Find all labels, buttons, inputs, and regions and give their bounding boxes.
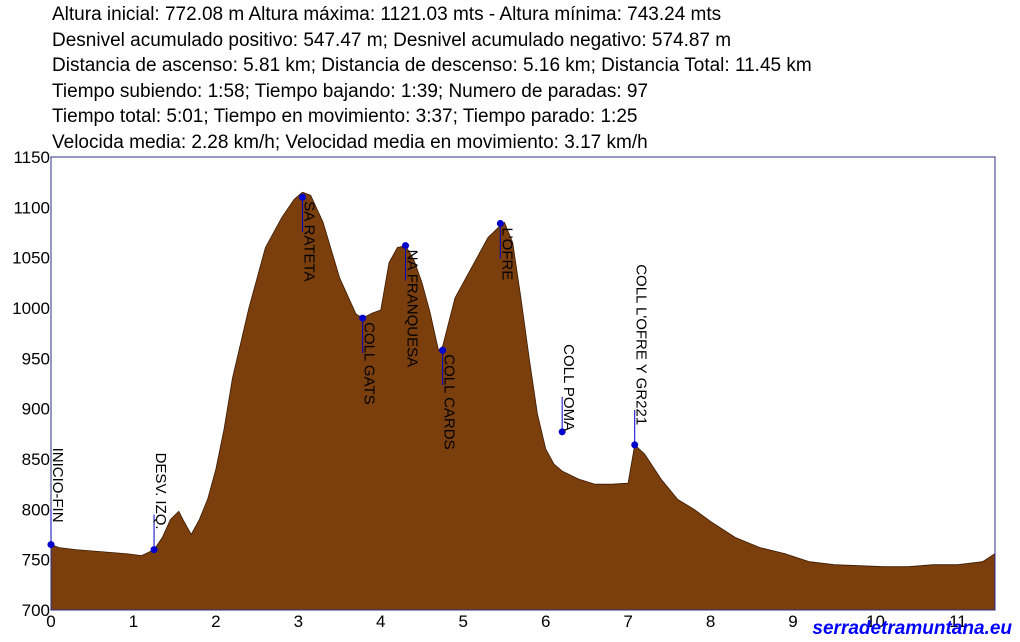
waypoint-label: COLL GATS [361, 322, 378, 405]
x-tick-label: 10 [866, 612, 885, 631]
x-tick-label: 5 [458, 612, 467, 631]
y-tick-label: 800 [22, 500, 50, 519]
y-tick-label: 1150 [13, 148, 50, 167]
waypoint-marker [47, 541, 55, 549]
waypoint-label: INICIO-FIN [49, 448, 66, 523]
y-tick-label: 1000 [12, 299, 50, 318]
y-axis: 700 750 800 850 900 950 1000 1050 1100 1150 [12, 148, 50, 620]
stat-line: Distancia de ascenso: 5.81 km; Distancia… [52, 55, 812, 77]
x-tick-label: 4 [376, 612, 385, 631]
waypoint-label: NA FRANQUESA [404, 250, 421, 368]
watermark-link[interactable]: serradetramuntana.eu [812, 618, 1012, 639]
stat-line: Tiempo total: 5:01; Tiempo en movimiento… [52, 106, 638, 128]
x-axis: 0 1 2 3 4 5 6 7 8 9 10 11 [46, 612, 966, 631]
waypoint-marker [359, 314, 367, 322]
waypoint-marker [558, 428, 566, 436]
waypoint-label: DESV. IZQ. [152, 453, 169, 530]
y-tick-label: 700 [22, 601, 50, 620]
x-tick-label: 6 [541, 612, 550, 631]
y-tick-label: 1050 [12, 249, 50, 268]
waypoint-marker [496, 219, 504, 227]
waypoint-marker [631, 441, 639, 449]
x-tick-label: 3 [294, 612, 303, 631]
x-tick-label: 0 [46, 612, 55, 631]
plot-frame [50, 156, 996, 611]
stats-block: Altura inicial: 772.08 m Altura máxima: … [52, 2, 812, 156]
stat-line: Tiempo subiendo: 1:58; Tiempo bajando: 1… [52, 80, 649, 102]
stat-line: Altura inicial: 772.08 m Altura máxima: … [52, 4, 722, 25]
x-tick-label: 11 [949, 612, 967, 631]
stat-line: Velocida media: 2.28 km/h; Velocidad med… [52, 131, 648, 153]
y-tick-label: 1100 [13, 198, 50, 217]
waypoints: INICIO-FIN DESV. IZQ. SA RATETA COLL GATS NA… [47, 193, 650, 554]
waypoint-label: COLL CARDS [441, 354, 458, 449]
waypoint-label: COLL L'OFRE Y GR221 [633, 264, 650, 425]
waypoint-label: COLL POMA [560, 344, 577, 431]
x-tick-label: 7 [623, 612, 632, 631]
stat-line: Desnivel acumulado positivo: 547.47 m; D… [52, 29, 732, 51]
waypoint-marker [402, 242, 410, 250]
x-tick-label: 2 [211, 612, 220, 631]
waypoint-marker [150, 546, 158, 554]
y-tick-label: 750 [22, 551, 50, 570]
elevation-area [50, 191, 996, 611]
waypoint-label: L'OFRE [498, 227, 515, 280]
y-tick-label: 950 [22, 349, 50, 368]
x-tick-label: 1 [129, 612, 138, 631]
y-tick-label: 900 [22, 400, 50, 419]
waypoint-label: SA RATETA [300, 201, 317, 281]
x-tick-label: 9 [788, 612, 797, 631]
waypoint-marker [439, 346, 447, 354]
waypoint-marker [298, 193, 306, 201]
x-tick-label: 8 [706, 612, 715, 631]
y-tick-label: 850 [22, 450, 50, 469]
